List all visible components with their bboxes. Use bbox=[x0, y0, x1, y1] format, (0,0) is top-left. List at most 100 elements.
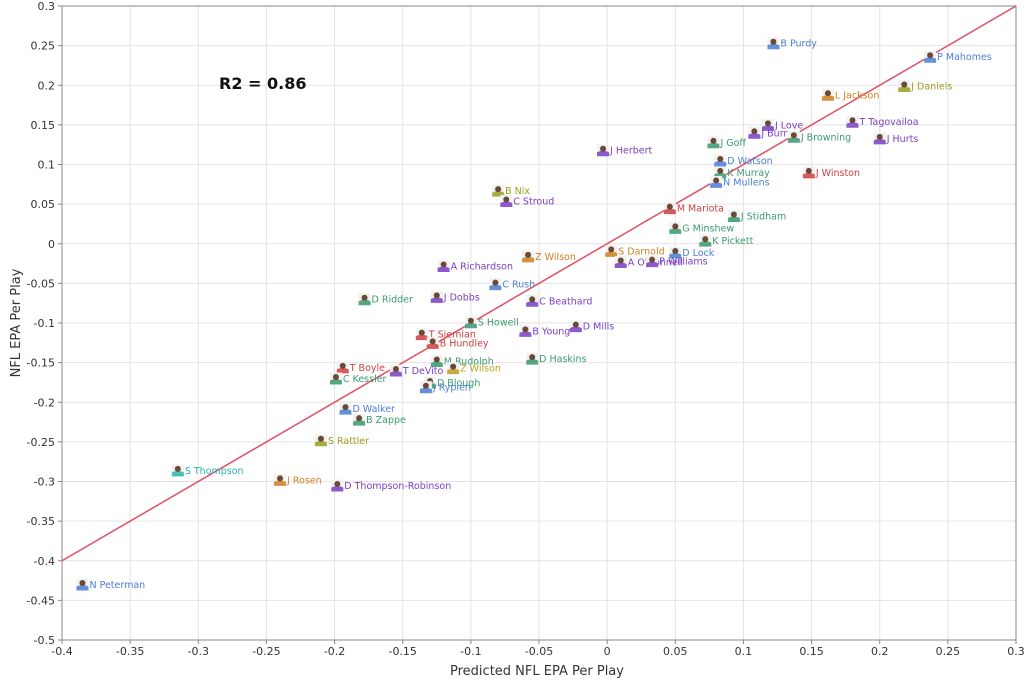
player-point: C Beathard bbox=[526, 294, 592, 307]
y-axis-title: NFL EPA Per Play bbox=[9, 268, 24, 377]
player-label: P Williams bbox=[659, 257, 708, 268]
player-head-icon bbox=[525, 251, 532, 258]
player-label: B Purdy bbox=[780, 39, 817, 50]
player-head-icon bbox=[672, 223, 679, 230]
player-head-icon bbox=[790, 132, 797, 139]
y-tick-label: -0.5 bbox=[34, 634, 55, 647]
player-point: S Rattler bbox=[314, 434, 369, 447]
player-point: P Williams bbox=[646, 255, 708, 268]
player-point: Z Wilson bbox=[522, 250, 576, 263]
y-tick-label: -0.15 bbox=[27, 357, 55, 370]
player-point: J Herbert bbox=[597, 144, 653, 157]
player-jersey bbox=[430, 361, 443, 368]
player-jersey bbox=[597, 150, 610, 157]
y-tick-label: -0.1 bbox=[34, 317, 55, 330]
player-head-icon bbox=[339, 362, 346, 369]
player-head-icon bbox=[730, 211, 737, 218]
player-label: D Walker bbox=[352, 404, 395, 415]
player-jersey bbox=[437, 266, 450, 272]
player-point: J Browning bbox=[787, 130, 851, 143]
x-axis-title: Predicted NFL EPA Per Play bbox=[450, 664, 624, 679]
player-label: D Ridder bbox=[372, 295, 413, 306]
x-tick-label: -0.05 bbox=[525, 645, 553, 658]
player-jersey bbox=[415, 334, 428, 341]
player-label: M Rudolph bbox=[444, 357, 494, 368]
fit-line bbox=[61, 5, 1017, 562]
player-jersey bbox=[426, 343, 439, 349]
player-label: D Watson bbox=[727, 156, 772, 167]
player-label: D Thompson-Robinson bbox=[344, 481, 451, 492]
y-tick-label: 0.3 bbox=[38, 0, 56, 13]
player-point: B Nix bbox=[492, 184, 530, 197]
player-label: J Winston bbox=[815, 168, 860, 179]
player-jersey bbox=[331, 485, 344, 492]
player-point: D Ridder bbox=[358, 293, 413, 306]
player-point: S Howell bbox=[464, 316, 519, 329]
player-jersey bbox=[489, 284, 502, 291]
x-tick-label: 0.3 bbox=[1007, 645, 1024, 658]
player-label: K Pickett bbox=[712, 236, 753, 247]
player-jersey bbox=[669, 228, 682, 234]
player-jersey bbox=[714, 161, 727, 167]
x-tick-label: 0.05 bbox=[663, 645, 688, 658]
x-axis-ticks: -0.4 -0.35 -0.3 -0.25 -0.2 -0.15 -0.1 -0.05 0 0.0… bbox=[51, 640, 1024, 658]
player-head-icon bbox=[334, 480, 341, 487]
player-jersey bbox=[821, 95, 834, 101]
player-point: C Kessler bbox=[329, 372, 387, 385]
player-jersey bbox=[707, 142, 720, 149]
y-tick-label: -0.2 bbox=[34, 396, 55, 409]
player-point: J Stidham bbox=[727, 210, 786, 223]
player-head-icon bbox=[876, 133, 883, 140]
player-point: N Peterman bbox=[76, 578, 145, 591]
player-head-icon bbox=[529, 354, 536, 361]
player-head-icon bbox=[849, 117, 856, 124]
player-point: T Tagovailoa bbox=[846, 115, 919, 128]
player-label: D Mills bbox=[583, 322, 614, 333]
player-jersey bbox=[522, 256, 535, 263]
player-jersey bbox=[76, 585, 89, 591]
player-jersey bbox=[500, 201, 513, 207]
player-point: D Watson bbox=[714, 154, 773, 167]
x-tick-label: -0.1 bbox=[460, 645, 481, 658]
player-head-icon bbox=[717, 156, 724, 163]
player-point: D Haskins bbox=[526, 352, 587, 365]
player-head-icon bbox=[522, 326, 529, 333]
player-point: K Pickett bbox=[699, 234, 754, 247]
player-jersey bbox=[419, 387, 432, 394]
player-head-icon bbox=[572, 321, 579, 328]
player-jersey bbox=[447, 368, 460, 375]
player-label: N Mullens bbox=[723, 177, 769, 188]
player-head-icon bbox=[805, 167, 812, 174]
player-point: S Thompson bbox=[171, 464, 244, 477]
player-label: J Burr bbox=[760, 128, 787, 139]
player-label: Z Wilson bbox=[535, 252, 576, 263]
player-head-icon bbox=[529, 296, 536, 303]
x-tick-label: 0.1 bbox=[735, 645, 753, 658]
player-head-icon bbox=[608, 246, 615, 253]
player-label: T DeVito bbox=[402, 366, 444, 377]
player-label: D Haskins bbox=[539, 354, 586, 365]
player-jersey bbox=[699, 241, 712, 247]
player-head-icon bbox=[174, 465, 181, 472]
player-label: D Lock bbox=[682, 248, 714, 259]
player-head-icon bbox=[467, 317, 474, 324]
player-head-icon bbox=[440, 261, 447, 268]
player-jersey bbox=[358, 299, 371, 306]
player-label: D Blough bbox=[437, 378, 480, 389]
player-point: P Mahomes bbox=[924, 50, 992, 63]
y-tick-label: -0.05 bbox=[27, 277, 55, 290]
player-label: K Murray bbox=[727, 168, 770, 179]
player-point: B Purdy bbox=[767, 37, 817, 50]
player-jersey bbox=[710, 182, 723, 188]
player-head-icon bbox=[361, 294, 368, 301]
player-label: J Stidham bbox=[740, 212, 786, 223]
player-jersey bbox=[846, 122, 859, 128]
y-tick-label: -0.4 bbox=[34, 555, 55, 568]
y-tick-label: 0.2 bbox=[38, 79, 56, 92]
player-point: D Walker bbox=[339, 402, 395, 415]
player-point: G Minshew bbox=[669, 221, 734, 234]
player-point: S Darnold bbox=[605, 244, 665, 257]
player-jersey bbox=[605, 251, 618, 257]
player-point: B Hundley bbox=[426, 336, 489, 349]
